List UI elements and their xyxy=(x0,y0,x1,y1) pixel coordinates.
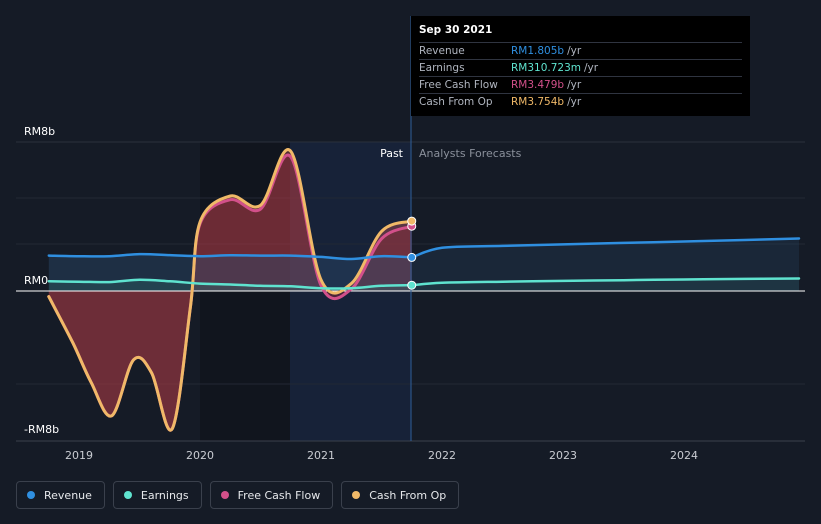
data-tooltip: Sep 30 2021 Revenue RM1.805b /yr Earning… xyxy=(411,16,750,116)
tooltip-unit: /yr xyxy=(584,62,599,74)
tooltip-date: Sep 30 2021 xyxy=(419,24,493,36)
legend-label: Free Cash Flow xyxy=(237,488,321,502)
series-lines xyxy=(47,148,801,432)
x-tick-label: 2022 xyxy=(428,449,456,462)
tooltip-row-free-cash-flow: Free Cash Flow RM3.479b /yr xyxy=(419,76,742,93)
revenue-forecast-area xyxy=(411,238,799,291)
earnings-forecast-line xyxy=(410,277,801,287)
x-tick-label: 2024 xyxy=(670,449,698,462)
y-tick-label: RM8b xyxy=(24,125,55,138)
tooltip-unit: /yr xyxy=(567,45,582,57)
y-tick-label: -RM8b xyxy=(24,423,59,436)
legend-item-revenue[interactable]: Revenue xyxy=(16,481,105,509)
forecast-label: Analysts Forecasts xyxy=(419,147,522,160)
tooltip-row-revenue: Revenue RM1.805b /yr xyxy=(419,42,742,59)
tooltip-label: Earnings xyxy=(419,62,465,74)
tooltip-unit: /yr xyxy=(567,79,582,91)
revenue-forecast-line xyxy=(410,237,801,259)
x-axis-labels: 2019 2020 2021 2022 2023 2024 xyxy=(65,449,698,462)
tooltip-label: Cash From Op xyxy=(419,96,493,108)
cash-from-op-dot-icon xyxy=(352,491,361,499)
earnings-dot-icon xyxy=(123,491,132,499)
cash-from-op-end-dot xyxy=(407,216,417,226)
past-label: Past xyxy=(380,147,404,160)
legend-item-cash-from-op[interactable]: Cash From Op xyxy=(341,481,460,509)
legend-item-free-cash-flow[interactable]: Free Cash Flow xyxy=(209,481,334,509)
tooltip-value: RM1.805b xyxy=(511,45,565,57)
tooltip-row-earnings: Earnings RM310.723m /yr xyxy=(419,59,742,76)
tooltip-row-cash-from-op: Cash From Op RM3.754b /yr xyxy=(419,93,742,110)
tooltip-label: Revenue xyxy=(419,45,465,57)
series-end-dots xyxy=(407,216,417,290)
revenue-end-dot xyxy=(407,252,417,262)
cash-from-op-area xyxy=(48,149,412,431)
x-tick-label: 2021 xyxy=(307,449,335,462)
tooltip-value: RM310.723m xyxy=(511,62,582,74)
series-areas xyxy=(48,149,799,431)
chart-legend: Revenue Earnings Free Cash Flow Cash Fro… xyxy=(16,481,460,509)
earnings-end-dot xyxy=(407,280,417,290)
tooltip-value: RM3.754b xyxy=(511,96,565,108)
x-tick-label: 2019 xyxy=(65,449,93,462)
y-axis-labels: RM8b RM0 -RM8b xyxy=(24,125,59,436)
legend-label: Cash From Op xyxy=(369,488,447,502)
x-tick-label: 2020 xyxy=(186,449,214,462)
tooltip-value: RM3.479b xyxy=(511,79,565,91)
legend-label: Earnings xyxy=(140,488,189,502)
legend-item-earnings[interactable]: Earnings xyxy=(112,481,202,509)
free-cash-flow-dot-icon xyxy=(220,491,229,499)
revenue-line xyxy=(47,252,414,261)
legend-label: Revenue xyxy=(44,488,92,502)
y-tick-label: RM0 xyxy=(24,274,48,287)
tooltip-label: Free Cash Flow xyxy=(419,79,498,91)
x-tick-label: 2023 xyxy=(549,449,577,462)
tooltip-unit: /yr xyxy=(567,96,582,108)
revenue-dot-icon xyxy=(27,491,35,499)
earnings-line xyxy=(47,278,414,290)
